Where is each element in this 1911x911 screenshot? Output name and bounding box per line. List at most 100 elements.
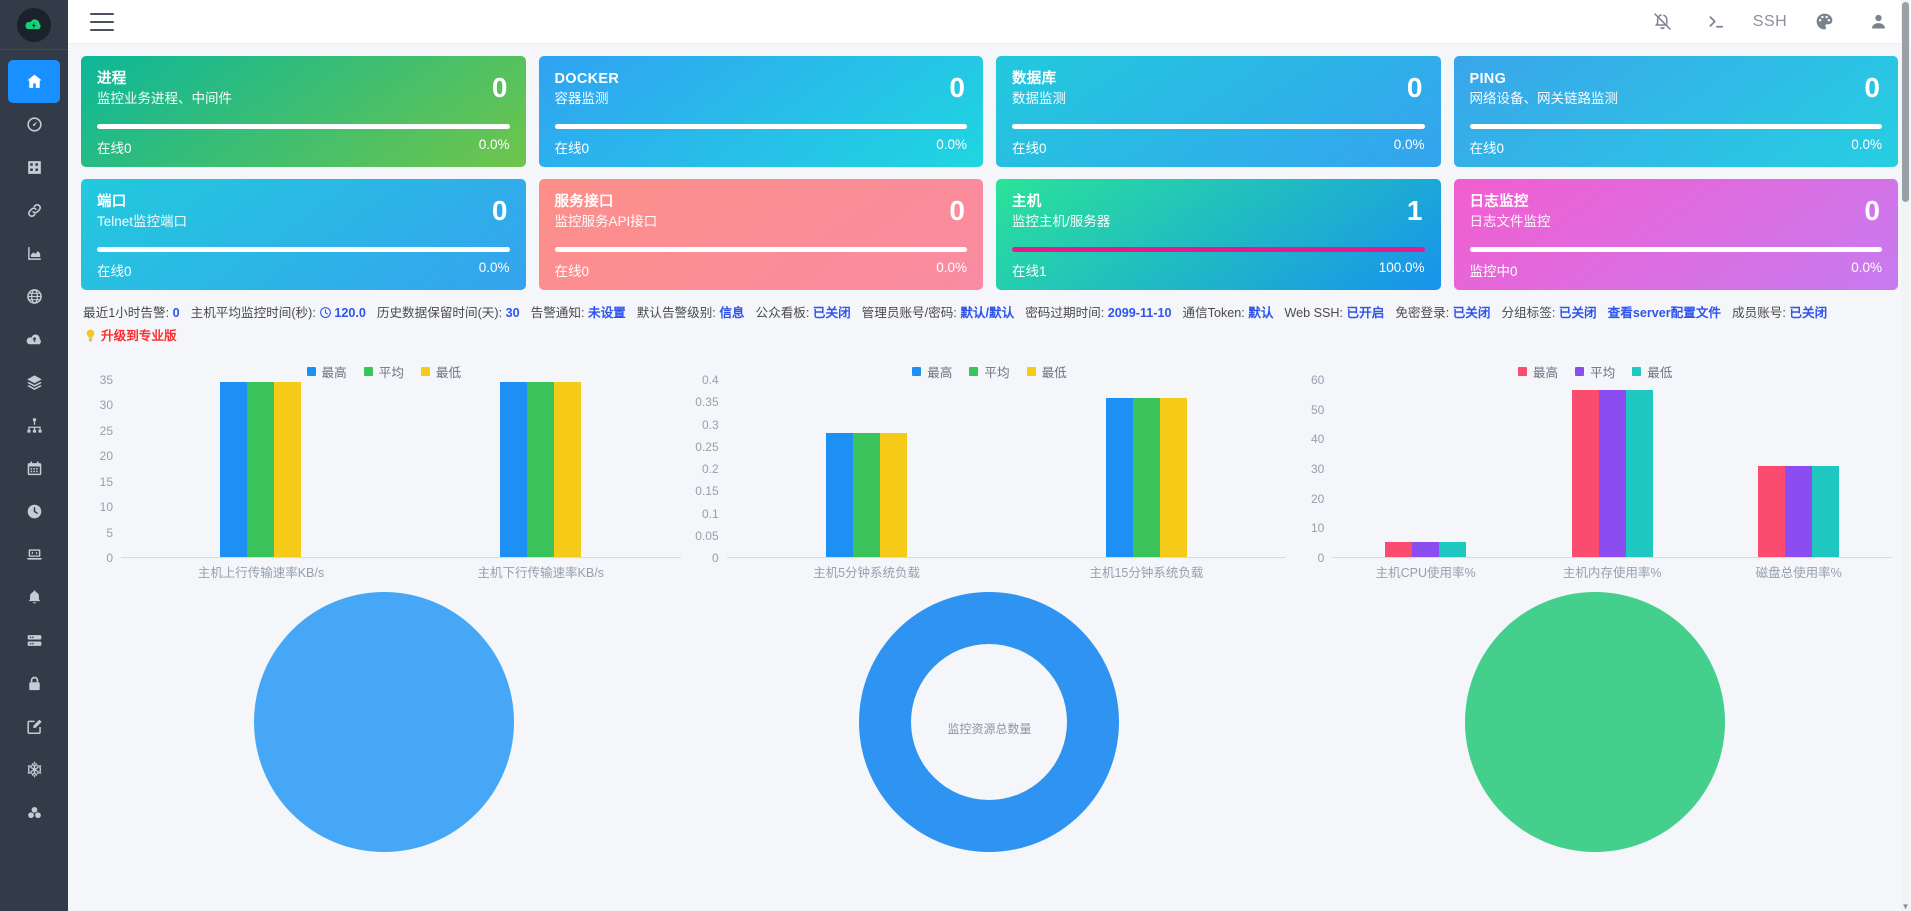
bar[interactable] — [1105, 397, 1133, 557]
metric-card[interactable]: 进程 监控业务进程、中间件 0 在线0 0.0% — [81, 56, 526, 167]
y-axis-tick: 10 — [99, 500, 113, 515]
bar-chart[interactable]: 最高 平均 最低 0 0.05 0.1 0.15 0.2 0.25 0.3 0.35 0.4 主机5分钟… — [687, 356, 1293, 588]
card-title: 日志监控 — [1469, 194, 1529, 210]
bar[interactable] — [826, 433, 854, 557]
bar[interactable] — [1758, 465, 1786, 557]
ssh-text: SSH — [1752, 12, 1788, 30]
status-item: 默认告警级别: 信息 — [637, 303, 745, 324]
bar[interactable] — [247, 381, 275, 557]
sidebar-item-layers[interactable] — [8, 361, 60, 404]
bar[interactable] — [1812, 465, 1840, 557]
legend-item[interactable]: 最高 — [912, 362, 952, 381]
bar[interactable] — [853, 433, 881, 557]
status-label: 密码过期时间: — [1025, 306, 1105, 320]
ssh-label[interactable]: SSH — [1743, 0, 1797, 44]
sidebar-item-history[interactable] — [8, 490, 60, 533]
bar-chart[interactable]: 最高 平均 最低 0 5 10 15 20 25 30 35 主机上行传输速率KB/s 主机下行传输速率… — [81, 356, 687, 588]
chart-legend: 最高 平均 最低 — [1292, 362, 1898, 381]
bar[interactable] — [1159, 397, 1187, 557]
status-label: 免密登录: — [1395, 306, 1450, 320]
sidebar-item-links[interactable] — [8, 189, 60, 232]
edit-icon — [25, 717, 44, 736]
sidebar-item-scripts[interactable] — [8, 533, 60, 576]
pie-3-svg — [1465, 592, 1726, 852]
scroll-down-arrow[interactable]: ▼ — [1901, 902, 1910, 911]
bar[interactable] — [1598, 390, 1626, 557]
legend-item[interactable]: 最高 — [306, 362, 347, 381]
bar[interactable] — [1571, 390, 1599, 557]
hamburger-icon[interactable] — [90, 12, 114, 31]
x-axis-tick-label: 主机5分钟系统负载 — [813, 566, 921, 580]
sidebar-item-cloud[interactable] — [8, 318, 60, 361]
x-axis-tick-label: 主机内存使用率% — [1562, 566, 1662, 580]
legend-item[interactable]: 平均 — [969, 362, 1010, 381]
legend-item[interactable]: 最低 — [1632, 362, 1672, 381]
card-footer: 监控中0 0.0% — [1470, 260, 1883, 280]
bar[interactable] — [1385, 542, 1413, 557]
server-icon — [25, 631, 44, 650]
topbar-icons: SSH — [1635, 0, 1905, 44]
sidebar-item-servers[interactable] — [8, 619, 60, 662]
gauge-icon — [25, 115, 44, 134]
legend-swatch — [1632, 367, 1642, 376]
sidebar-item-edit[interactable] — [8, 705, 60, 748]
sidebar-item-alerts[interactable] — [8, 576, 60, 619]
bar[interactable] — [500, 381, 528, 557]
bar[interactable] — [220, 381, 248, 557]
metric-card[interactable]: 数据库 数据监测 0 在线0 0.0% — [996, 56, 1441, 167]
bar[interactable] — [1439, 542, 1467, 557]
sidebar-item-topology[interactable] — [8, 404, 60, 447]
sidebar-item-network[interactable] — [8, 275, 60, 318]
legend-item[interactable]: 最低 — [1026, 362, 1067, 381]
snowflake-icon — [25, 760, 44, 779]
user-icon[interactable] — [1851, 0, 1905, 44]
server-config-link[interactable]: 查看server配置文件 — [1607, 306, 1722, 320]
upgrade-link[interactable]: 升级到专业版 — [101, 329, 177, 343]
lightbulb-icon — [83, 328, 98, 350]
bar[interactable] — [880, 433, 908, 557]
pie-chart-3[interactable] — [1292, 592, 1898, 852]
metric-card[interactable]: 日志监控 日志文件监控 0 监控中0 0.0% — [1453, 179, 1898, 290]
pie-chart-1[interactable] — [81, 592, 687, 852]
palette-icon[interactable] — [1797, 0, 1851, 44]
sidebar-item-molecule[interactable] — [8, 791, 60, 834]
legend-item[interactable]: 最低 — [420, 362, 461, 381]
metric-card[interactable]: PING 网络设备、网关链路监测 0 在线0 0.0% — [1453, 56, 1898, 167]
sidebar-item-charts[interactable] — [8, 232, 60, 275]
x-axis-tick-label: 主机15分钟系统负载 — [1089, 566, 1204, 580]
sidebar-item-security[interactable] — [8, 662, 60, 705]
vertical-scrollbar[interactable]: ▲ ▼ — [1901, 0, 1910, 911]
bar[interactable] — [1785, 465, 1813, 557]
bar[interactable] — [554, 381, 582, 557]
sidebar-item-snowflake[interactable] — [8, 748, 60, 791]
pie-chart-2[interactable]: 监控资源总数量 — [687, 592, 1293, 852]
status-label: 告警通知: — [530, 306, 585, 320]
metric-card[interactable]: 服务接口 监控服务API接口 0 在线0 0.0% — [538, 179, 983, 290]
metric-card[interactable]: 主机 监控主机/服务器 1 在线1 100.0% — [996, 179, 1441, 290]
sidebar-item-home[interactable] — [8, 60, 60, 103]
legend-item[interactable]: 平均 — [1575, 362, 1615, 381]
scroll-thumb[interactable] — [1902, 2, 1909, 202]
upgrade-item[interactable]: 升级到专业版 — [83, 326, 177, 350]
bar[interactable] — [274, 381, 302, 557]
sidebar-item-apps[interactable] — [8, 146, 60, 189]
bar[interactable] — [1625, 390, 1653, 557]
metric-card[interactable]: DOCKER 容器监测 0 在线0 0.0% — [538, 56, 983, 167]
bar[interactable] — [527, 381, 555, 557]
terminal-icon[interactable] — [1689, 0, 1743, 44]
bar[interactable] — [1412, 542, 1440, 557]
bar[interactable] — [1132, 397, 1160, 557]
card-progress-track — [1469, 247, 1882, 252]
legend-item[interactable]: 最高 — [1517, 362, 1558, 381]
card-subtitle: 日志文件监控 — [1469, 214, 1551, 229]
legend-swatch — [1026, 367, 1036, 376]
card-percent-label: 0.0% — [1851, 260, 1882, 275]
bell-slash-icon[interactable] — [1635, 0, 1689, 44]
bar-chart[interactable]: 最高 平均 最低 0 10 20 30 40 50 60 主机CPU使用率% 主机内存使用率% 磁盘总使… — [1292, 356, 1898, 588]
sidebar-item-dashboard[interactable] — [8, 103, 60, 146]
sidebar-item-calendar[interactable] — [8, 447, 60, 490]
logo-container[interactable] — [0, 0, 68, 50]
legend-item[interactable]: 平均 — [363, 362, 404, 381]
metric-card[interactable]: 端口 Telnet监控端口 0 在线0 0.0% — [81, 179, 526, 290]
